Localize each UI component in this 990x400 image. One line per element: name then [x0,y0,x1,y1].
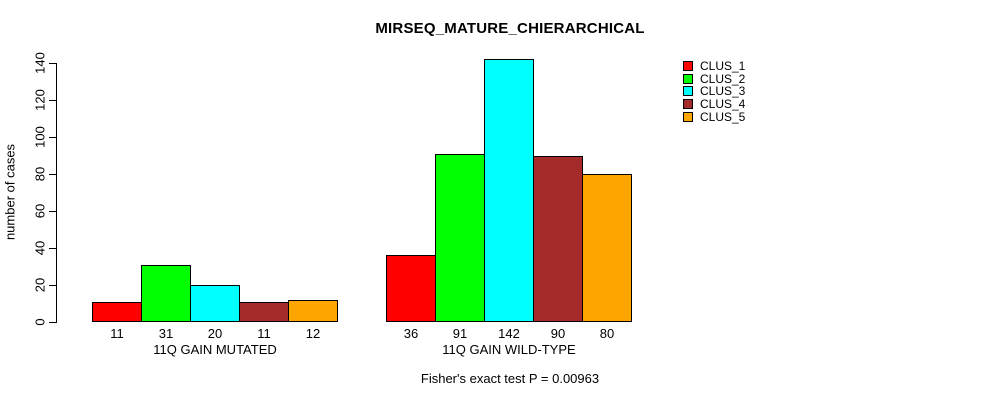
y-tick-label: 140 [32,52,48,74]
bar-value-label: 31 [158,326,174,341]
bar [435,153,485,322]
legend-swatch [683,86,693,97]
y-tick-label: 20 [32,277,48,293]
bar [582,174,632,322]
bar [141,264,191,322]
y-axis-line [56,63,57,323]
bar-value-label: 20 [207,326,223,341]
legend-label: CLUS_2 [700,71,746,86]
y-tick-mark [49,173,56,175]
y-tick-label: 40 [32,240,48,256]
y-tick-label: 60 [32,203,48,219]
bar-value-label: 91 [452,326,468,341]
legend-label: CLUS_5 [700,109,746,124]
legend-item: CLUS_2 [683,73,745,86]
bar [239,301,289,322]
annotation-fisher-test: Fisher's exact test P = 0.00963 [420,371,600,386]
legend-swatch [683,99,693,110]
bar [484,59,534,322]
legend-label: CLUS_3 [700,84,746,99]
y-tick-mark [49,247,56,249]
legend-swatch [683,61,693,72]
chart-title: MIRSEQ_MATURE_CHIERARCHICAL [375,20,645,37]
group-label: 11Q GAIN WILD-TYPE [442,342,576,357]
bar [533,155,583,322]
legend-item: CLUS_3 [683,85,745,98]
bar [386,255,436,322]
bar-value-label: 80 [599,326,615,341]
y-tick-mark [49,62,56,64]
y-tick-mark [49,99,56,101]
bar-value-label: 11 [110,326,124,341]
bar-value-label: 36 [403,326,419,341]
legend-label: CLUS_1 [700,59,746,74]
legend: CLUS_1 CLUS_2 CLUS_3 CLUS_4 CLUS_5 [683,60,745,123]
group-label: 11Q GAIN MUTATED [153,342,277,357]
bar-value-label: 90 [550,326,566,341]
legend-item: CLUS_4 [683,98,745,111]
bar-value-label: 11 [257,326,271,341]
y-axis-label: number of cases [2,143,18,241]
y-tick-label: 120 [32,89,48,111]
y-tick-mark [49,284,56,286]
legend-item: CLUS_5 [683,110,745,123]
bar-value-label: 12 [305,326,321,341]
y-tick-mark [49,210,56,212]
bar [288,299,338,322]
y-tick-label: 0 [32,318,48,326]
y-tick-mark [49,136,56,138]
bar-value-label: 142 [498,326,520,341]
bar [92,301,142,322]
legend-item: CLUS_1 [683,60,745,73]
legend-swatch [683,111,693,122]
bar [190,285,240,322]
y-tick-label: 80 [32,166,48,182]
legend-swatch [683,73,693,84]
y-tick-label: 100 [32,126,48,148]
legend-label: CLUS_4 [700,97,746,112]
y-tick-mark [49,321,56,323]
